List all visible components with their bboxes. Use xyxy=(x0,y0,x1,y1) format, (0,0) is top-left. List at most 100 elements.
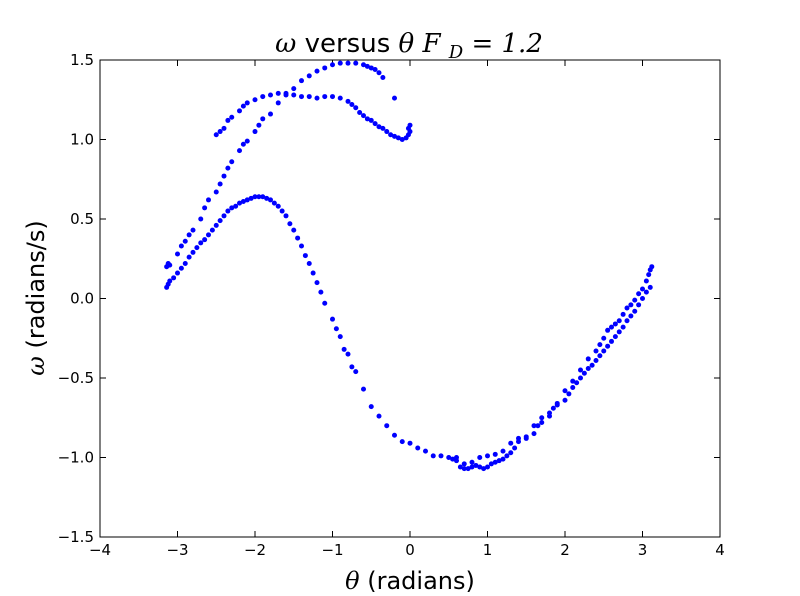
data-point xyxy=(202,205,208,211)
y-axis-label: ω (radians/s) xyxy=(22,220,50,375)
data-point xyxy=(364,116,370,122)
data-point xyxy=(330,316,335,322)
data-point xyxy=(523,435,529,441)
data-point xyxy=(485,464,490,470)
data-point xyxy=(275,100,281,106)
data-point xyxy=(225,165,231,171)
data-point xyxy=(570,378,576,384)
data-point xyxy=(399,439,405,445)
data-point xyxy=(492,451,498,457)
data-point xyxy=(500,456,506,462)
data-point xyxy=(225,117,231,123)
data-point xyxy=(461,461,467,467)
data-point xyxy=(616,318,622,324)
data-point xyxy=(562,397,568,403)
data-point xyxy=(361,62,366,68)
data-point xyxy=(213,222,219,228)
data-point xyxy=(314,95,320,101)
data-point xyxy=(620,324,626,330)
data-point xyxy=(291,86,297,92)
data-point xyxy=(469,459,475,465)
data-point xyxy=(244,100,250,106)
data-point xyxy=(353,369,359,375)
data-point xyxy=(314,280,320,286)
data-point xyxy=(268,197,273,203)
data-point xyxy=(640,296,645,301)
y-tick-label: 0.0 xyxy=(70,290,94,308)
data-point xyxy=(361,386,366,392)
data-point xyxy=(646,272,652,278)
data-point xyxy=(562,388,568,394)
data-point xyxy=(407,440,413,446)
data-point xyxy=(186,232,192,238)
data-point xyxy=(392,133,397,139)
data-point xyxy=(306,261,312,267)
data-point xyxy=(237,200,242,206)
data-point xyxy=(333,326,339,332)
data-point xyxy=(275,90,281,96)
data-point xyxy=(330,94,335,100)
data-point xyxy=(206,197,211,203)
data-point xyxy=(481,466,487,472)
data-point xyxy=(485,453,490,459)
data-point xyxy=(477,455,483,460)
data-point xyxy=(612,334,618,340)
data-point xyxy=(260,116,266,122)
data-point xyxy=(260,194,266,200)
data-point xyxy=(353,105,359,111)
data-point xyxy=(190,249,196,255)
data-point xyxy=(283,90,289,96)
data-point xyxy=(601,348,607,354)
data-point xyxy=(275,203,281,209)
data-point xyxy=(636,291,642,297)
data-point xyxy=(589,362,595,368)
data-point xyxy=(368,65,374,71)
x-tick-label: −1 xyxy=(321,541,343,559)
y-axis-label-symbol: ω xyxy=(22,356,50,376)
title-force-subscript: D xyxy=(448,42,464,63)
data-point xyxy=(221,173,227,179)
data-point xyxy=(217,181,223,187)
data-point xyxy=(578,367,583,373)
data-point xyxy=(368,404,374,410)
data-point xyxy=(229,159,235,165)
data-point xyxy=(217,218,223,224)
data-point xyxy=(337,334,343,340)
data-point xyxy=(268,111,273,117)
data-point xyxy=(221,213,227,219)
data-point xyxy=(240,141,246,147)
data-point xyxy=(640,286,645,292)
data-point xyxy=(384,423,390,429)
axis-tick-labels: −4 −3 −2 −1 0 1 2 3 4 −1.5 −1.0 −0.5 0.0 0.5 1.0 1.5 xyxy=(58,51,725,559)
data-point xyxy=(306,94,312,100)
data-point xyxy=(508,440,514,446)
data-point xyxy=(221,125,227,131)
data-point xyxy=(268,92,273,98)
data-point xyxy=(469,464,475,470)
data-point xyxy=(361,113,366,119)
data-point xyxy=(233,203,239,209)
data-point xyxy=(337,60,343,66)
data-point xyxy=(310,270,316,276)
title-force-symbol: F xyxy=(421,29,441,59)
data-point xyxy=(632,308,638,314)
data-point xyxy=(244,138,250,144)
data-point xyxy=(376,124,382,130)
data-point xyxy=(581,370,587,376)
data-point xyxy=(550,405,556,411)
data-point xyxy=(256,194,262,200)
x-axis-label-symbol: θ xyxy=(345,567,360,595)
title-omega-symbol: ω xyxy=(275,29,296,59)
x-tick-label: −2 xyxy=(244,541,266,559)
x-axis-label: θ (radians) xyxy=(345,567,475,595)
data-point xyxy=(516,435,521,441)
data-point xyxy=(376,413,382,419)
data-point xyxy=(341,346,347,352)
y-tick-label: −0.5 xyxy=(58,369,94,387)
data-point xyxy=(407,122,413,128)
data-point xyxy=(322,65,328,71)
data-point xyxy=(643,289,649,295)
data-point xyxy=(213,189,219,195)
data-point xyxy=(198,216,204,222)
